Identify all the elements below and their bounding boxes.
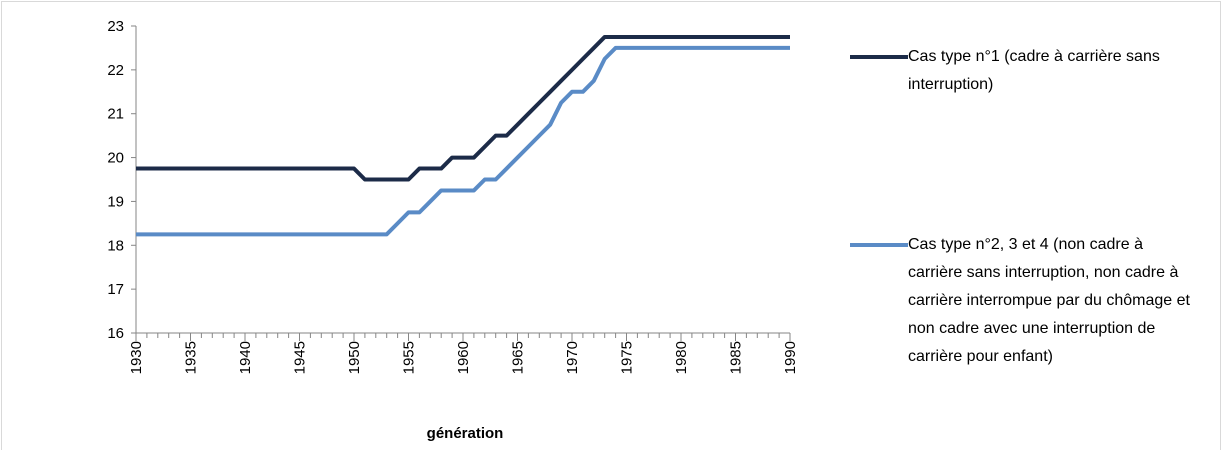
y-tick-label: 20: [107, 150, 124, 167]
x-tick-label: 1940: [237, 341, 254, 374]
x-tick-label: 1945: [292, 341, 309, 374]
x-tick-label: 1980: [673, 341, 690, 374]
y-tick-label: 21: [107, 106, 124, 123]
legend-entry: Cas type n°1 (cadre à carrière sans inte…: [908, 43, 1198, 99]
x-tick-label: 1935: [183, 341, 200, 374]
y-tick-label: 19: [107, 193, 124, 210]
x-tick-label: 1970: [564, 341, 581, 374]
y-tick-label: 18: [107, 237, 124, 254]
x-axis-title: génération: [427, 425, 504, 442]
series-line: [136, 34, 790, 182]
series-line: [136, 45, 790, 237]
x-tick-label: 1990: [782, 341, 799, 374]
y-tick-label: 22: [107, 62, 124, 79]
x-tick-label: 1960: [455, 341, 472, 374]
x-tick-label: 1955: [401, 341, 418, 374]
legend-label: Cas type n°1 (cadre à carrière sans inte…: [908, 48, 1160, 93]
x-tick-label: 1950: [346, 341, 363, 374]
y-tick-label: 23: [107, 18, 124, 35]
x-tick-label: 1965: [510, 341, 527, 374]
x-tick-label: 1985: [728, 341, 745, 374]
legend-entry: Cas type n°2, 3 et 4 (non cadre à carriè…: [908, 231, 1198, 371]
y-tick-label: 17: [107, 281, 124, 298]
x-tick-label: 1930: [128, 341, 145, 374]
x-tick-label: 1975: [619, 341, 636, 374]
legend-label: Cas type n°2, 3 et 4 (non cadre à carriè…: [908, 236, 1190, 365]
y-tick-label: 16: [107, 325, 124, 342]
